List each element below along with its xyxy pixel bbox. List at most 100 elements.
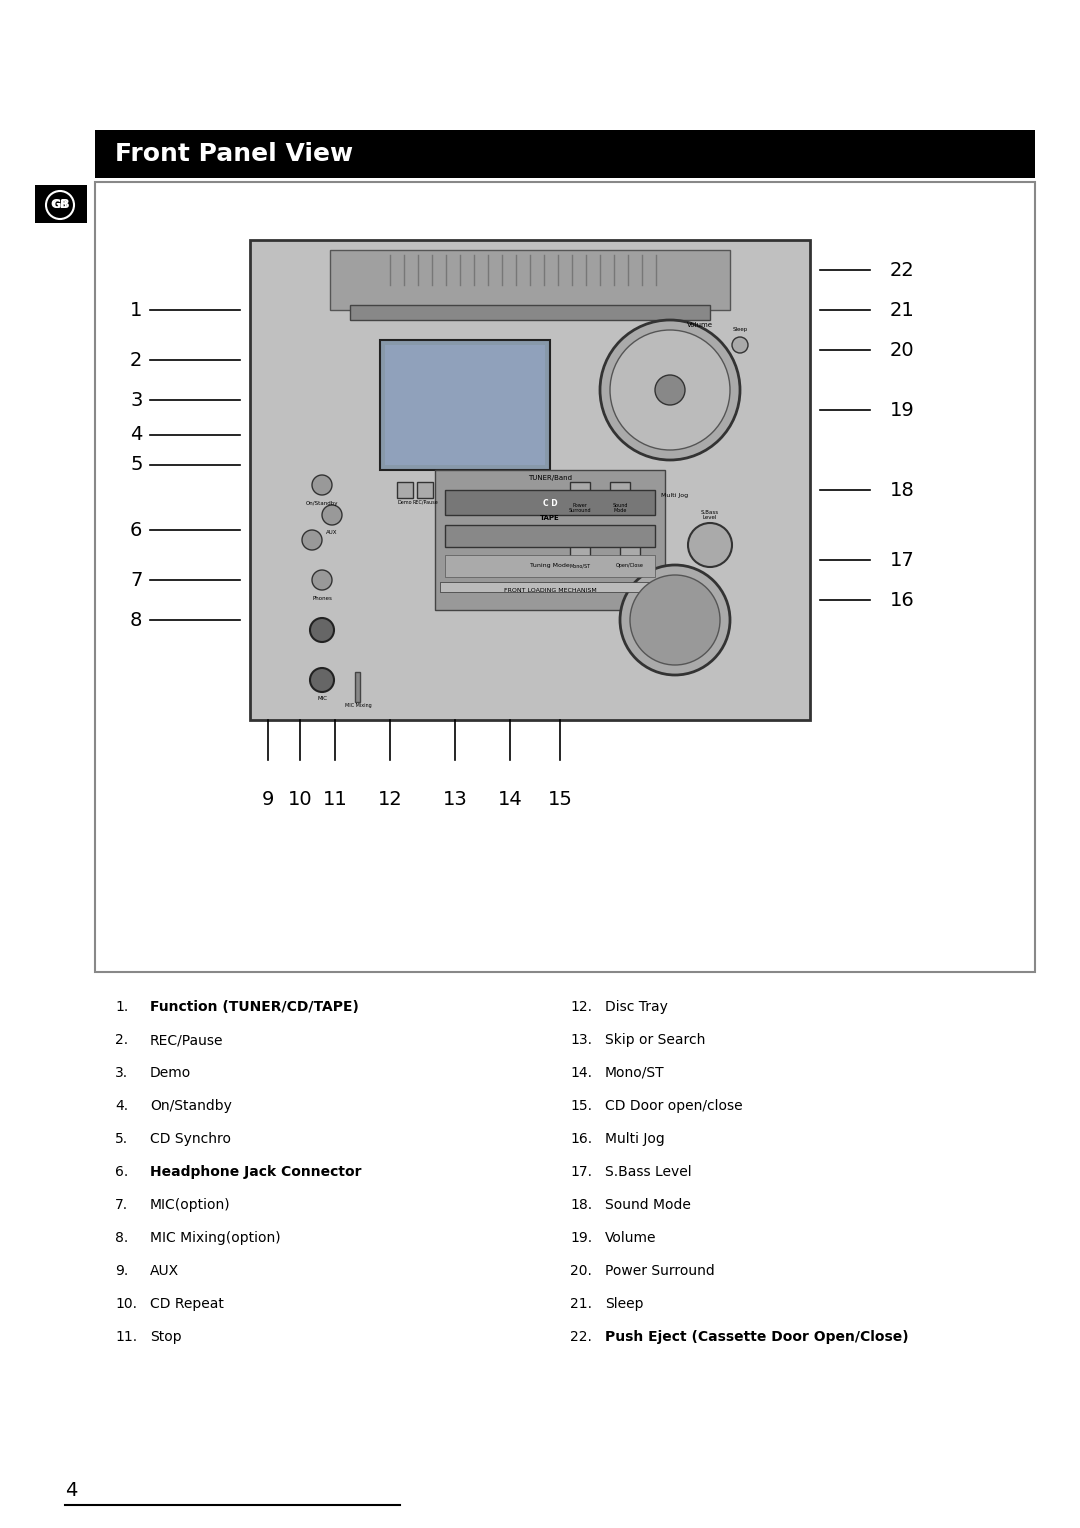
Text: Phones: Phones: [312, 596, 332, 601]
Text: 17.: 17.: [570, 1164, 592, 1180]
Text: 6.: 6.: [114, 1164, 129, 1180]
Bar: [397, 481, 413, 498]
Text: 4: 4: [130, 425, 143, 445]
Text: Power Surround: Power Surround: [605, 1264, 715, 1277]
Bar: [570, 481, 590, 503]
Bar: [570, 539, 590, 559]
Text: TUNER/Band: TUNER/Band: [528, 475, 572, 481]
Circle shape: [310, 668, 334, 692]
Text: AUX: AUX: [326, 530, 338, 535]
Text: Tuning Mode: Tuning Mode: [530, 564, 570, 568]
Text: 7: 7: [130, 570, 143, 590]
Text: 19: 19: [890, 400, 915, 420]
Bar: [350, 306, 710, 319]
Circle shape: [654, 374, 685, 405]
Text: C D: C D: [542, 498, 557, 507]
Text: 2: 2: [130, 350, 143, 370]
Text: 14.: 14.: [570, 1067, 592, 1080]
Text: TAPE: TAPE: [540, 515, 559, 521]
Bar: [35, 185, 87, 223]
Text: 9: 9: [261, 790, 274, 808]
Text: MIC Mixing(option): MIC Mixing(option): [150, 1232, 281, 1245]
Bar: [445, 490, 654, 515]
Text: Sound
Mode: Sound Mode: [612, 503, 627, 513]
Text: Power
Surround: Power Surround: [569, 503, 592, 513]
Text: 22: 22: [890, 260, 915, 280]
Text: Function (TUNER/CD/TAPE): Function (TUNER/CD/TAPE): [150, 999, 359, 1015]
Text: REC/Pause: REC/Pause: [150, 1033, 224, 1047]
Text: Front Panel View: Front Panel View: [114, 142, 353, 167]
Text: 13.: 13.: [570, 1033, 592, 1047]
Text: 5: 5: [130, 455, 143, 475]
Text: 10.: 10.: [114, 1297, 137, 1311]
Text: 3: 3: [130, 391, 143, 410]
Text: 14: 14: [498, 790, 523, 808]
Circle shape: [630, 575, 720, 665]
Text: 11.: 11.: [114, 1329, 137, 1345]
Text: 22.: 22.: [570, 1329, 592, 1345]
Bar: [249, 240, 810, 720]
Text: 4.: 4.: [114, 1099, 129, 1112]
Text: 21.: 21.: [570, 1297, 592, 1311]
Circle shape: [312, 570, 332, 590]
Circle shape: [46, 191, 75, 219]
Bar: [95, 130, 1035, 177]
Text: Mono/ST: Mono/ST: [569, 564, 591, 568]
Text: Headphone Jack Connector: Headphone Jack Connector: [150, 1164, 362, 1180]
Bar: [445, 526, 654, 547]
Text: 1: 1: [130, 301, 143, 319]
Text: 8: 8: [130, 611, 143, 630]
Circle shape: [610, 330, 730, 451]
Text: GB: GB: [50, 199, 70, 211]
Text: 6: 6: [130, 521, 143, 539]
Text: Sound Mode: Sound Mode: [605, 1198, 691, 1212]
Circle shape: [312, 475, 332, 495]
Text: 4: 4: [65, 1481, 78, 1499]
Text: 15: 15: [548, 790, 572, 808]
Text: 18: 18: [890, 480, 915, 500]
Text: 18.: 18.: [570, 1198, 592, 1212]
Bar: [95, 182, 1035, 972]
Text: Sleep: Sleep: [732, 327, 747, 333]
Circle shape: [310, 617, 334, 642]
Text: Multi Jog: Multi Jog: [605, 1132, 665, 1146]
Text: GB: GB: [52, 200, 68, 209]
Text: Volume: Volume: [605, 1232, 657, 1245]
Text: AUX: AUX: [150, 1264, 179, 1277]
Text: 5.: 5.: [114, 1132, 129, 1146]
Text: S.Bass
Level: S.Bass Level: [701, 510, 719, 521]
Text: Skip or Search: Skip or Search: [605, 1033, 705, 1047]
Text: CD Repeat: CD Repeat: [150, 1297, 224, 1311]
Text: 20: 20: [890, 341, 915, 359]
Text: S.Bass Level: S.Bass Level: [605, 1164, 691, 1180]
Text: FRONT LOADING MECHANISM: FRONT LOADING MECHANISM: [503, 587, 596, 593]
Text: CD Door open/close: CD Door open/close: [605, 1099, 743, 1112]
Text: On/Standby: On/Standby: [150, 1099, 232, 1112]
Text: Demo: Demo: [150, 1067, 191, 1080]
Text: 12.: 12.: [570, 999, 592, 1015]
Bar: [620, 539, 640, 559]
Text: CD Synchro: CD Synchro: [150, 1132, 231, 1146]
Bar: [355, 672, 360, 701]
Text: 13: 13: [443, 790, 468, 808]
Text: 10: 10: [287, 790, 312, 808]
Bar: [440, 582, 660, 591]
Circle shape: [302, 530, 322, 550]
Text: Disc Tray: Disc Tray: [605, 999, 667, 1015]
Text: Volume: Volume: [687, 322, 713, 329]
Text: 15.: 15.: [570, 1099, 592, 1112]
Text: 20.: 20.: [570, 1264, 592, 1277]
Bar: [417, 481, 433, 498]
Text: 16.: 16.: [570, 1132, 592, 1146]
Text: 16: 16: [890, 590, 915, 610]
Text: REC/Pause: REC/Pause: [413, 500, 437, 504]
Text: MIC(option): MIC(option): [150, 1198, 231, 1212]
Text: MIC: MIC: [318, 695, 327, 700]
Text: Demo: Demo: [397, 500, 413, 504]
Bar: [330, 251, 730, 310]
Text: 3.: 3.: [114, 1067, 129, 1080]
Bar: [384, 345, 545, 465]
Text: MIC Mixing: MIC Mixing: [345, 703, 372, 709]
Circle shape: [322, 504, 342, 526]
Text: Open/Close: Open/Close: [616, 564, 644, 568]
